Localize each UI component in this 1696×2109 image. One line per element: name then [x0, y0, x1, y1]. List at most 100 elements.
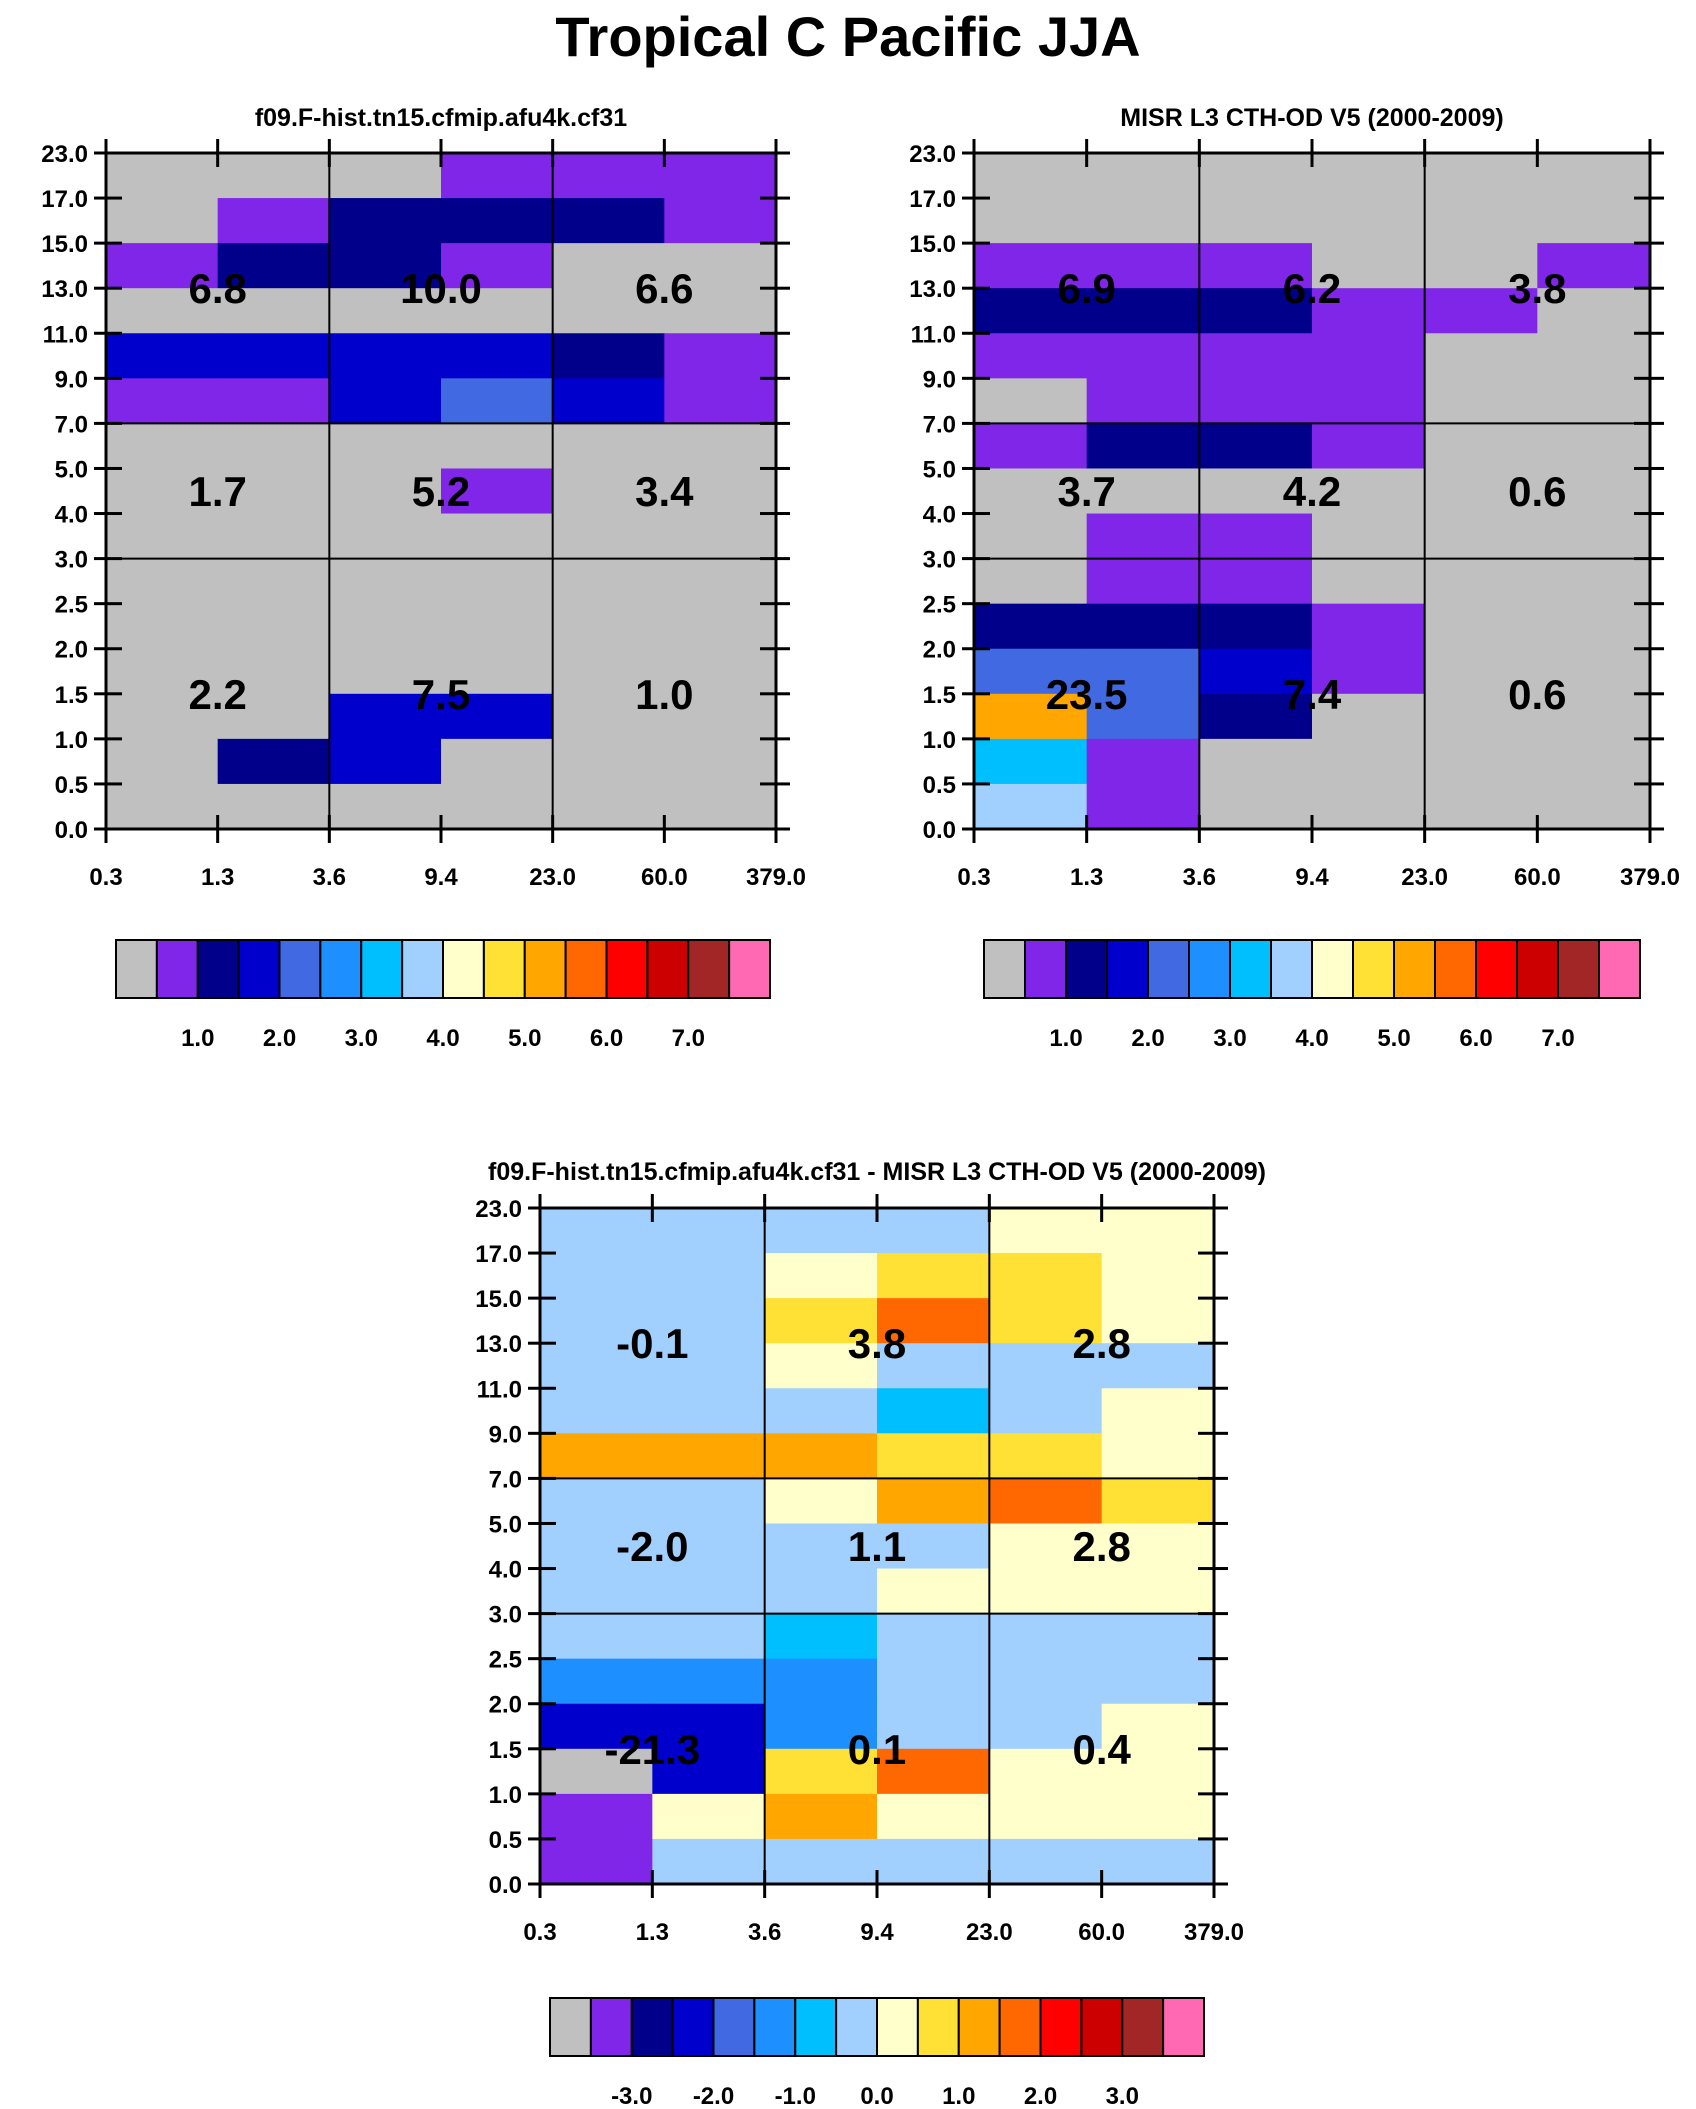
heatmap-cell [764, 1253, 878, 1299]
heatmap-cell [1199, 153, 1313, 199]
heatmap-cell [1312, 648, 1426, 695]
heatmap-cell [106, 423, 219, 470]
y-tick-label: 3.0 [923, 547, 956, 574]
colorbar-label: -2.0 [693, 2083, 734, 2109]
heatmap-cell [1537, 153, 1651, 199]
heatmap-cell [329, 153, 442, 199]
heatmap-cell [1537, 603, 1651, 650]
heatmap-cell [329, 423, 442, 470]
colorbar-swatch [589, 1997, 633, 2057]
heatmap-cell [1199, 243, 1313, 289]
colorbar-swatch [564, 939, 608, 999]
y-tick-label: 15.0 [41, 231, 88, 258]
heatmap-cell [552, 513, 665, 560]
colorbar-swatch [1393, 939, 1436, 999]
heatmap-cell [1101, 1703, 1215, 1750]
heatmap-cell [974, 243, 1088, 289]
heatmap-cell [989, 1388, 1103, 1434]
heatmap-cell [441, 423, 554, 470]
heatmap-cell [989, 1208, 1103, 1254]
y-tick-label: 2.0 [923, 637, 956, 664]
x-tick-label: 1.3 [1070, 864, 1103, 891]
heatmap-cell [974, 153, 1088, 199]
y-tick-label: 23.0 [909, 141, 956, 168]
y-tick-label: 2.5 [55, 592, 88, 619]
heatmap-cell [540, 1793, 653, 1840]
colorbar-swatch [1024, 939, 1067, 999]
heatmap-cell [329, 333, 442, 379]
colorbar-swatch [549, 1997, 592, 2057]
y-tick-label: 9.0 [489, 1421, 522, 1448]
colorbar-swatch [1121, 1997, 1165, 2057]
heatmap-cell [1424, 288, 1538, 334]
cell-annotation: 1.1 [848, 1523, 906, 1570]
y-tick-label: 2.5 [489, 1647, 522, 1674]
heatmap-cell [652, 1703, 766, 1750]
colorbar-swatch [1188, 939, 1231, 999]
heatmap-cell [540, 1478, 653, 1525]
colorbar-label: -3.0 [611, 2083, 652, 2109]
heatmap-cell [974, 648, 1088, 695]
heatmap-cell [1537, 423, 1651, 470]
heatmap-cell [1424, 783, 1538, 830]
x-tick-label: 9.4 [1295, 864, 1329, 891]
colorbar-swatch [957, 1997, 1001, 2057]
heatmap-cell [1086, 603, 1200, 650]
x-tick-label: 60.0 [641, 864, 688, 891]
colorbar-swatch [237, 939, 281, 999]
heatmap-cell [106, 783, 219, 830]
cell-annotation: 3.8 [848, 1320, 906, 1367]
colorbar-swatch [794, 1997, 838, 2057]
heatmap-cell [441, 243, 554, 289]
y-tick-label: 4.0 [489, 1557, 522, 1584]
y-tick-label: 11.0 [43, 321, 88, 348]
heatmap-cell [764, 1613, 878, 1660]
heatmap-cell [1537, 558, 1651, 605]
colorbar-label: 2.0 [1024, 2083, 1057, 2109]
colorbar-swatch [876, 1997, 919, 2057]
heatmap-cell [441, 603, 554, 650]
page-title: Tropical C Pacific JJA [555, 5, 1141, 68]
heatmap-cell [552, 603, 665, 650]
x-tick-label: 60.0 [1078, 1919, 1125, 1946]
heatmap-cell [540, 1748, 653, 1795]
heatmap-cell [652, 1613, 766, 1660]
heatmap-cell [877, 1523, 990, 1570]
heatmap-cell [877, 1658, 990, 1705]
heatmap-cell [552, 468, 665, 515]
heatmap-cell [1199, 333, 1313, 379]
x-tick-label: 23.0 [1401, 864, 1448, 891]
heatmap-cell [441, 693, 554, 740]
heatmap-cell [106, 198, 219, 244]
heatmap-cell [1101, 1793, 1215, 1840]
heatmap-cell [974, 783, 1088, 830]
colorbar-swatch [1311, 939, 1354, 999]
heatmap-cell [540, 1568, 653, 1615]
cell-annotation: 3.4 [635, 468, 694, 515]
heatmap-cell [974, 288, 1088, 334]
chart-title: MISR L3 CTH-OD V5 (2000-2009) [1120, 104, 1503, 132]
heatmap-cell [1101, 1253, 1215, 1299]
heatmap-cell [106, 693, 219, 740]
heatmap-cell [664, 468, 777, 515]
x-tick-label: 0.3 [89, 864, 122, 891]
heatmap-cell [1424, 423, 1538, 470]
y-tick-label: 2.0 [55, 637, 88, 664]
heatmap-cell [664, 648, 777, 695]
heatmap-cell [217, 468, 330, 515]
heatmap-cell [1537, 243, 1651, 289]
heatmap-cell [1537, 468, 1651, 515]
heatmap-cell [552, 378, 665, 424]
x-tick-label: 1.3 [201, 864, 234, 891]
y-tick-label: 23.0 [41, 141, 88, 168]
heatmap-cell [1101, 1208, 1215, 1254]
y-tick-label: 0.5 [489, 1827, 522, 1854]
heatmap-cell [974, 693, 1088, 740]
x-tick-label: 379.0 [746, 864, 806, 891]
heatmap-cell [1086, 558, 1200, 605]
heatmap-cell [1424, 153, 1538, 199]
colorbar-label: 1.0 [942, 2083, 975, 2109]
heatmap-cell [1312, 558, 1426, 605]
x-tick-label: 379.0 [1184, 1919, 1244, 1946]
heatmap-cell [1537, 333, 1651, 379]
